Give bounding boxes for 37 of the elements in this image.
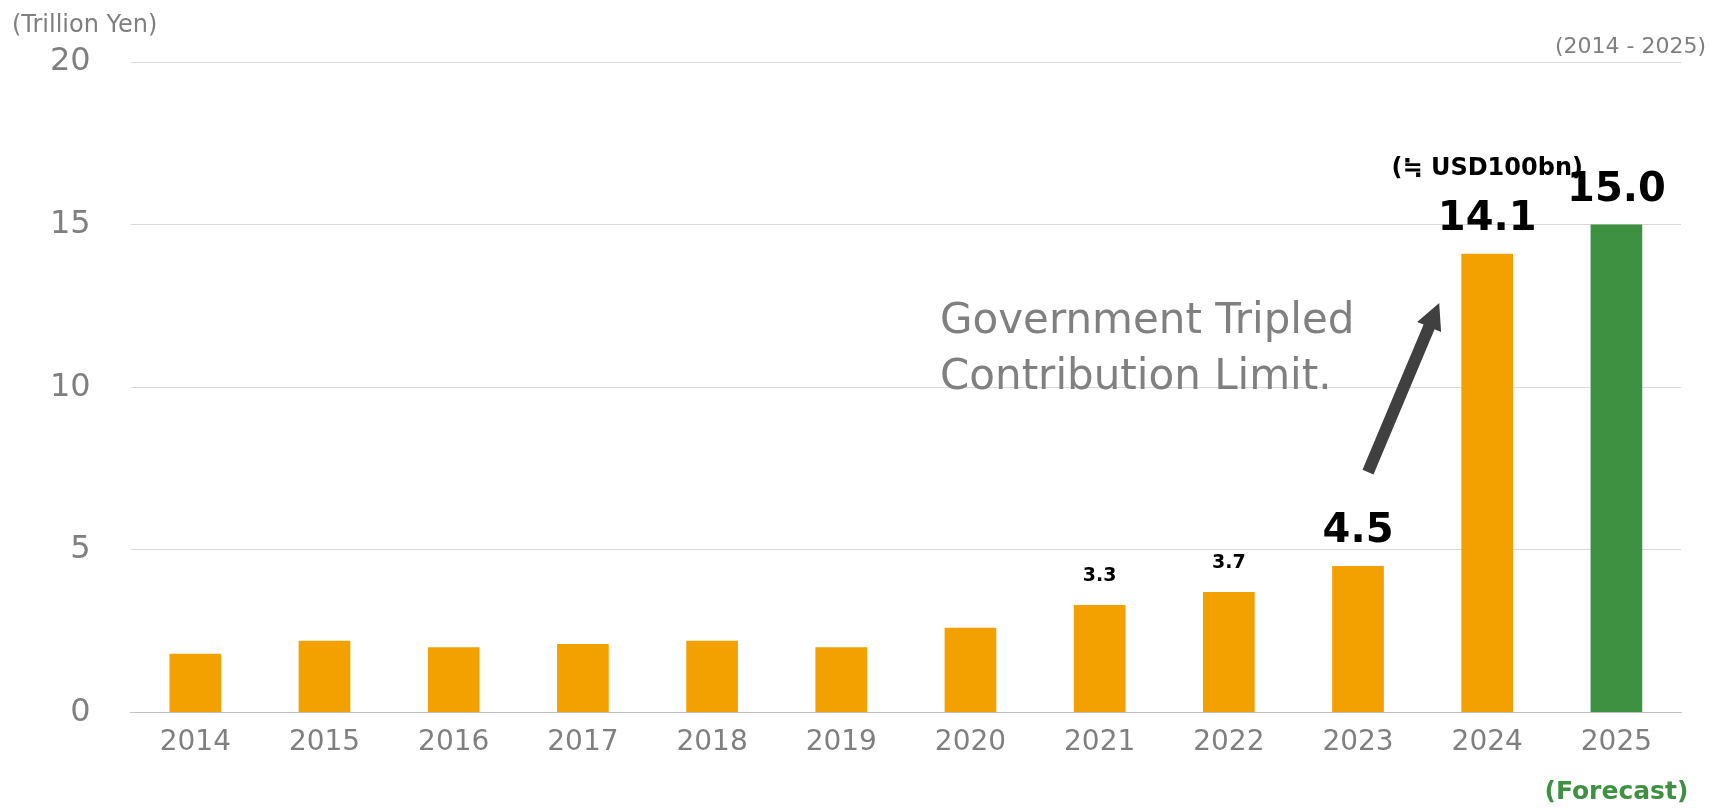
data-label: 3.7: [1212, 549, 1246, 572]
x-tick-label: 2021: [1064, 724, 1136, 758]
bar: [1461, 253, 1514, 712]
x-tick-label: 2016: [418, 724, 490, 758]
bar: [1073, 605, 1126, 712]
bar: [815, 647, 868, 712]
x-tick-label: 2017: [547, 724, 619, 758]
bar: [169, 653, 222, 712]
bar: [686, 640, 738, 712]
bar: [1203, 592, 1255, 712]
text: (2014 - 2025): [1554, 32, 1706, 58]
x-tick-label: 2024: [1451, 724, 1523, 758]
x-tick-label: 2025: [1580, 724, 1653, 758]
y-tick-label: 20: [50, 40, 91, 79]
bar: [427, 647, 480, 712]
y-tick-label: 15: [50, 202, 91, 241]
y-tick-label: 0: [70, 690, 91, 729]
data-label: 3.3: [1082, 562, 1117, 585]
bar: [298, 640, 351, 712]
x-tick-label: 2020: [934, 724, 1007, 758]
data-label: 4.5: [1322, 505, 1394, 552]
x-tick-label: 2019: [805, 724, 877, 758]
y-tick-label: 5: [70, 528, 91, 567]
x-tick-label: 2015: [288, 724, 361, 758]
bar: [1590, 224, 1643, 712]
x-tick-label: 2014: [159, 724, 231, 758]
text: (Forecast): [1544, 775, 1689, 805]
x-tick-label: 2018: [676, 724, 748, 758]
bar: [557, 644, 609, 712]
annotation: Government Tripled Contribution Limit.: [940, 293, 1355, 399]
x-tick-label: 2023: [1322, 724, 1394, 758]
y-axis-title: (Trillion Yen): [12, 10, 158, 39]
bar: [944, 627, 997, 712]
x-tick-label: 2022: [1193, 724, 1265, 758]
data-label: 14.1: [1437, 193, 1537, 240]
y-tick-label: 10: [50, 365, 91, 404]
bar: [1332, 566, 1384, 712]
